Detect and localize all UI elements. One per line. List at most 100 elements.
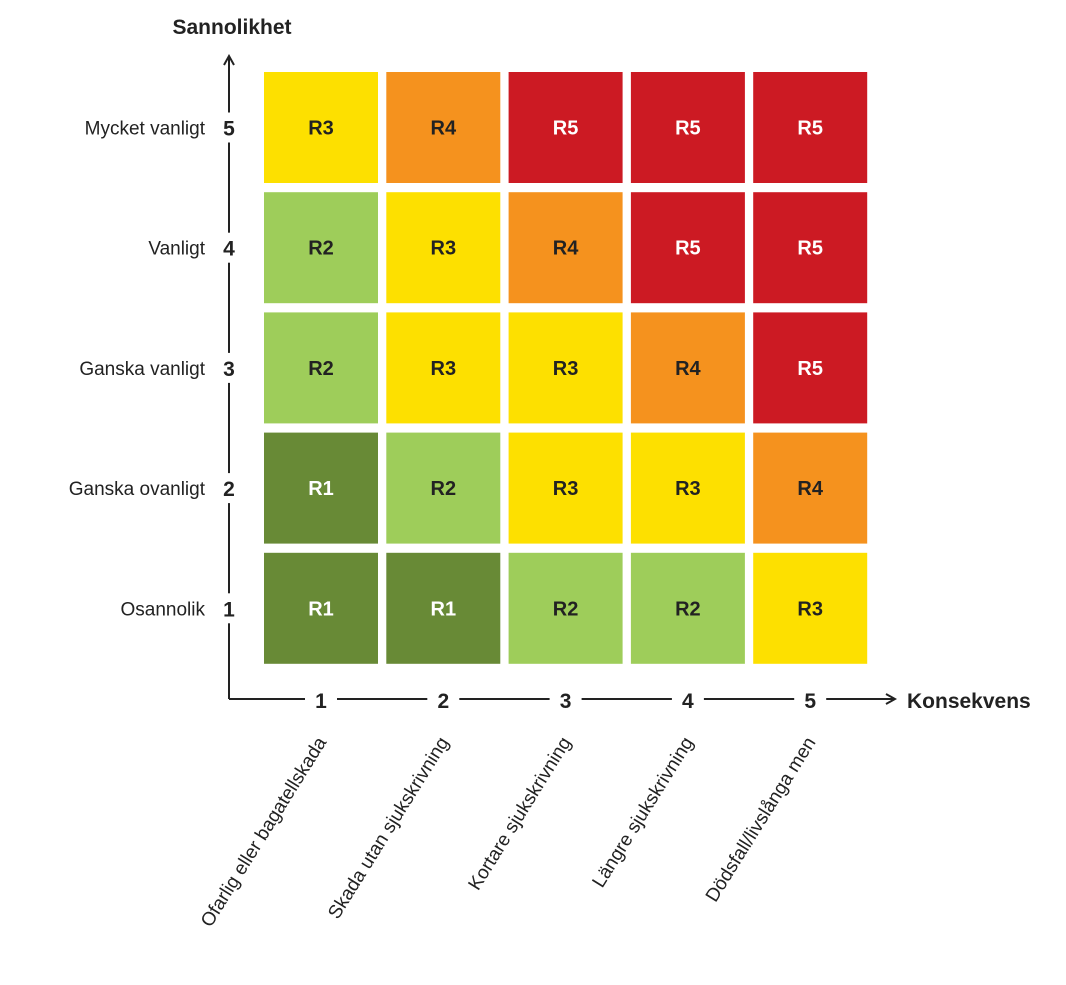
risk-cell-fill [508,192,623,304]
y-tick-label: 4 [223,238,235,261]
risk-cell-label: R1 [308,598,334,620]
risk-cell-label: R5 [553,118,579,140]
risk-cell-fill [264,432,378,544]
y-category-label: Vanligt [148,239,205,260]
x-category-label: Skada utan sjukskrivning [324,734,453,923]
y-category-label: Mycket vanligt [85,119,206,140]
risk-cell: R3 [264,72,378,183]
risk-cell: R2 [386,432,501,544]
risk-cell-label: R2 [308,358,334,380]
x-category-label: Kortare sjukskrivning [465,734,576,895]
y-category-label: Osannolik [121,599,206,620]
risk-cell-label: R1 [308,478,334,500]
risk-cell-label: R3 [431,358,457,380]
risk-cell: R1 [264,552,378,664]
risk-cell-label: R4 [797,478,823,500]
risk-cell-label: R2 [308,238,334,260]
x-tick-gap [305,686,337,712]
y-tick-gap [217,232,241,263]
risk-cell-label: R3 [797,598,823,620]
risk-cell-fill [386,432,501,544]
risk-cell-label: R3 [308,118,334,140]
y-category-label: Ganska ovanligt [69,479,206,500]
risk-cell: R5 [630,72,745,183]
risk-cell-label: R1 [431,598,457,620]
risk-cell-label: R4 [675,358,701,380]
risk-cell-fill [630,432,745,544]
risk-cell-fill [753,432,868,544]
x-tick-label: 5 [804,690,816,713]
risk-cell: R2 [630,552,745,664]
y-tick-gap [217,593,241,624]
risk-cell: R4 [386,72,501,183]
x-tick-gap [549,686,582,712]
risk-cell: R3 [508,312,623,424]
risk-cell-label: R2 [553,598,579,620]
x-axis-title: Konsekvens [907,690,1031,713]
x-tick-label: 4 [682,690,694,713]
y-tick-gap [217,352,241,383]
risk-cell: R5 [508,72,623,183]
risk-cell-fill [508,72,623,183]
y-tick-label: 3 [223,358,235,381]
x-category-label: Längre sjukskrivning [589,734,699,892]
risk-cell-label: R3 [553,358,579,380]
risk-cell: R3 [508,432,623,544]
x-tick-label: 2 [437,690,449,713]
risk-cell-fill [630,552,745,664]
risk-cell-label: R5 [797,238,823,260]
risk-cell-label: R2 [431,478,457,500]
x-category-label: Ofarlig eller bagatellskada [197,733,331,931]
risk-cell: R3 [753,552,868,664]
risk-cell-fill [753,72,868,183]
risk-cell: R4 [508,192,623,304]
risk-cell-fill [508,432,623,544]
risk-cell: R5 [753,192,868,304]
risk-cell: R4 [753,432,868,544]
y-axis-title: Sannolikhet [172,16,291,39]
x-tick-gap [427,686,460,712]
risk-cell-fill [386,312,501,424]
risk-cell-fill [264,312,378,424]
x-tick-label: 1 [315,690,327,713]
risk-cell: R5 [630,192,745,304]
risk-cell: R1 [386,552,501,664]
risk-cell-label: R5 [797,118,823,140]
risk-cell: R2 [264,312,378,424]
risk-cell-fill [630,192,745,304]
risk-cell-label: R3 [431,238,457,260]
risk-cell: R5 [753,72,868,183]
risk-cell: R2 [508,552,623,664]
risk-cell-fill [508,552,623,664]
risk-cell-fill [630,312,745,424]
risk-cell-fill [264,192,378,304]
y-tick-gap [217,473,241,504]
risk-cell-fill [508,312,623,424]
risk-cell-fill [753,552,868,664]
risk-cell: R3 [386,312,501,424]
x-category-label: Dödsfall/livslånga men [702,734,821,906]
x-tick-gap [671,686,704,712]
risk-cell-label: R3 [675,478,701,500]
y-tick-gap [217,112,241,143]
y-tick-label: 2 [223,478,235,501]
risk-cell-label: R2 [675,598,701,620]
risk-cell-label: R5 [675,238,701,260]
risk-cell-fill [630,72,745,183]
risk-cell-fill [753,312,868,424]
risk-cell: R4 [630,312,745,424]
risk-cell: R5 [753,312,868,424]
x-tick-gap [794,686,827,712]
y-category-label: Ganska vanligt [79,359,205,380]
risk-cell: R2 [264,192,378,304]
risk-cell-label: R5 [797,358,823,380]
risk-cell-label: R5 [675,118,701,140]
risk-cell-fill [386,192,501,304]
risk-cell-label: R4 [553,238,579,260]
risk-cell: R3 [386,192,501,304]
risk-cell-fill [264,552,378,664]
risk-cell: R1 [264,432,378,544]
risk-cell-fill [264,72,378,183]
risk-cell: R3 [630,432,745,544]
